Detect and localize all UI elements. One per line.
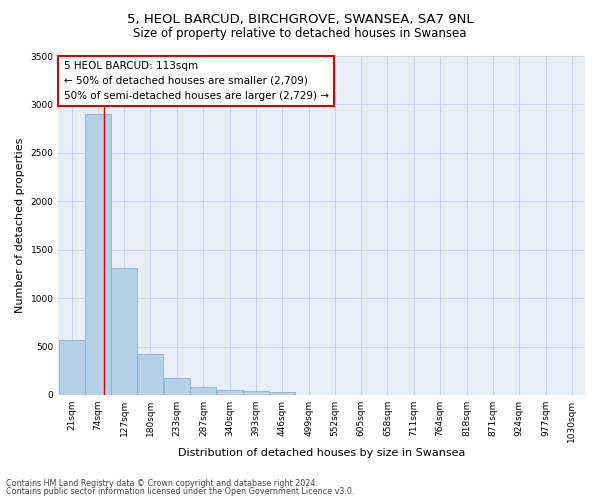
Text: 5, HEOL BARCUD, BIRCHGROVE, SWANSEA, SA7 9NL: 5, HEOL BARCUD, BIRCHGROVE, SWANSEA, SA7… — [127, 12, 473, 26]
Bar — [164, 378, 190, 395]
Bar — [190, 387, 217, 395]
Y-axis label: Number of detached properties: Number of detached properties — [15, 138, 25, 313]
Bar — [137, 354, 163, 395]
Bar — [59, 340, 85, 395]
Bar — [217, 390, 243, 395]
Text: Size of property relative to detached houses in Swansea: Size of property relative to detached ho… — [133, 28, 467, 40]
Bar — [243, 390, 269, 395]
Bar — [111, 268, 137, 395]
X-axis label: Distribution of detached houses by size in Swansea: Distribution of detached houses by size … — [178, 448, 466, 458]
Text: Contains HM Land Registry data © Crown copyright and database right 2024.: Contains HM Land Registry data © Crown c… — [6, 478, 318, 488]
Text: Contains public sector information licensed under the Open Government Licence v3: Contains public sector information licen… — [6, 487, 355, 496]
Bar — [85, 114, 111, 395]
Bar — [269, 392, 295, 395]
Text: 5 HEOL BARCUD: 113sqm
← 50% of detached houses are smaller (2,709)
50% of semi-d: 5 HEOL BARCUD: 113sqm ← 50% of detached … — [64, 61, 329, 100]
